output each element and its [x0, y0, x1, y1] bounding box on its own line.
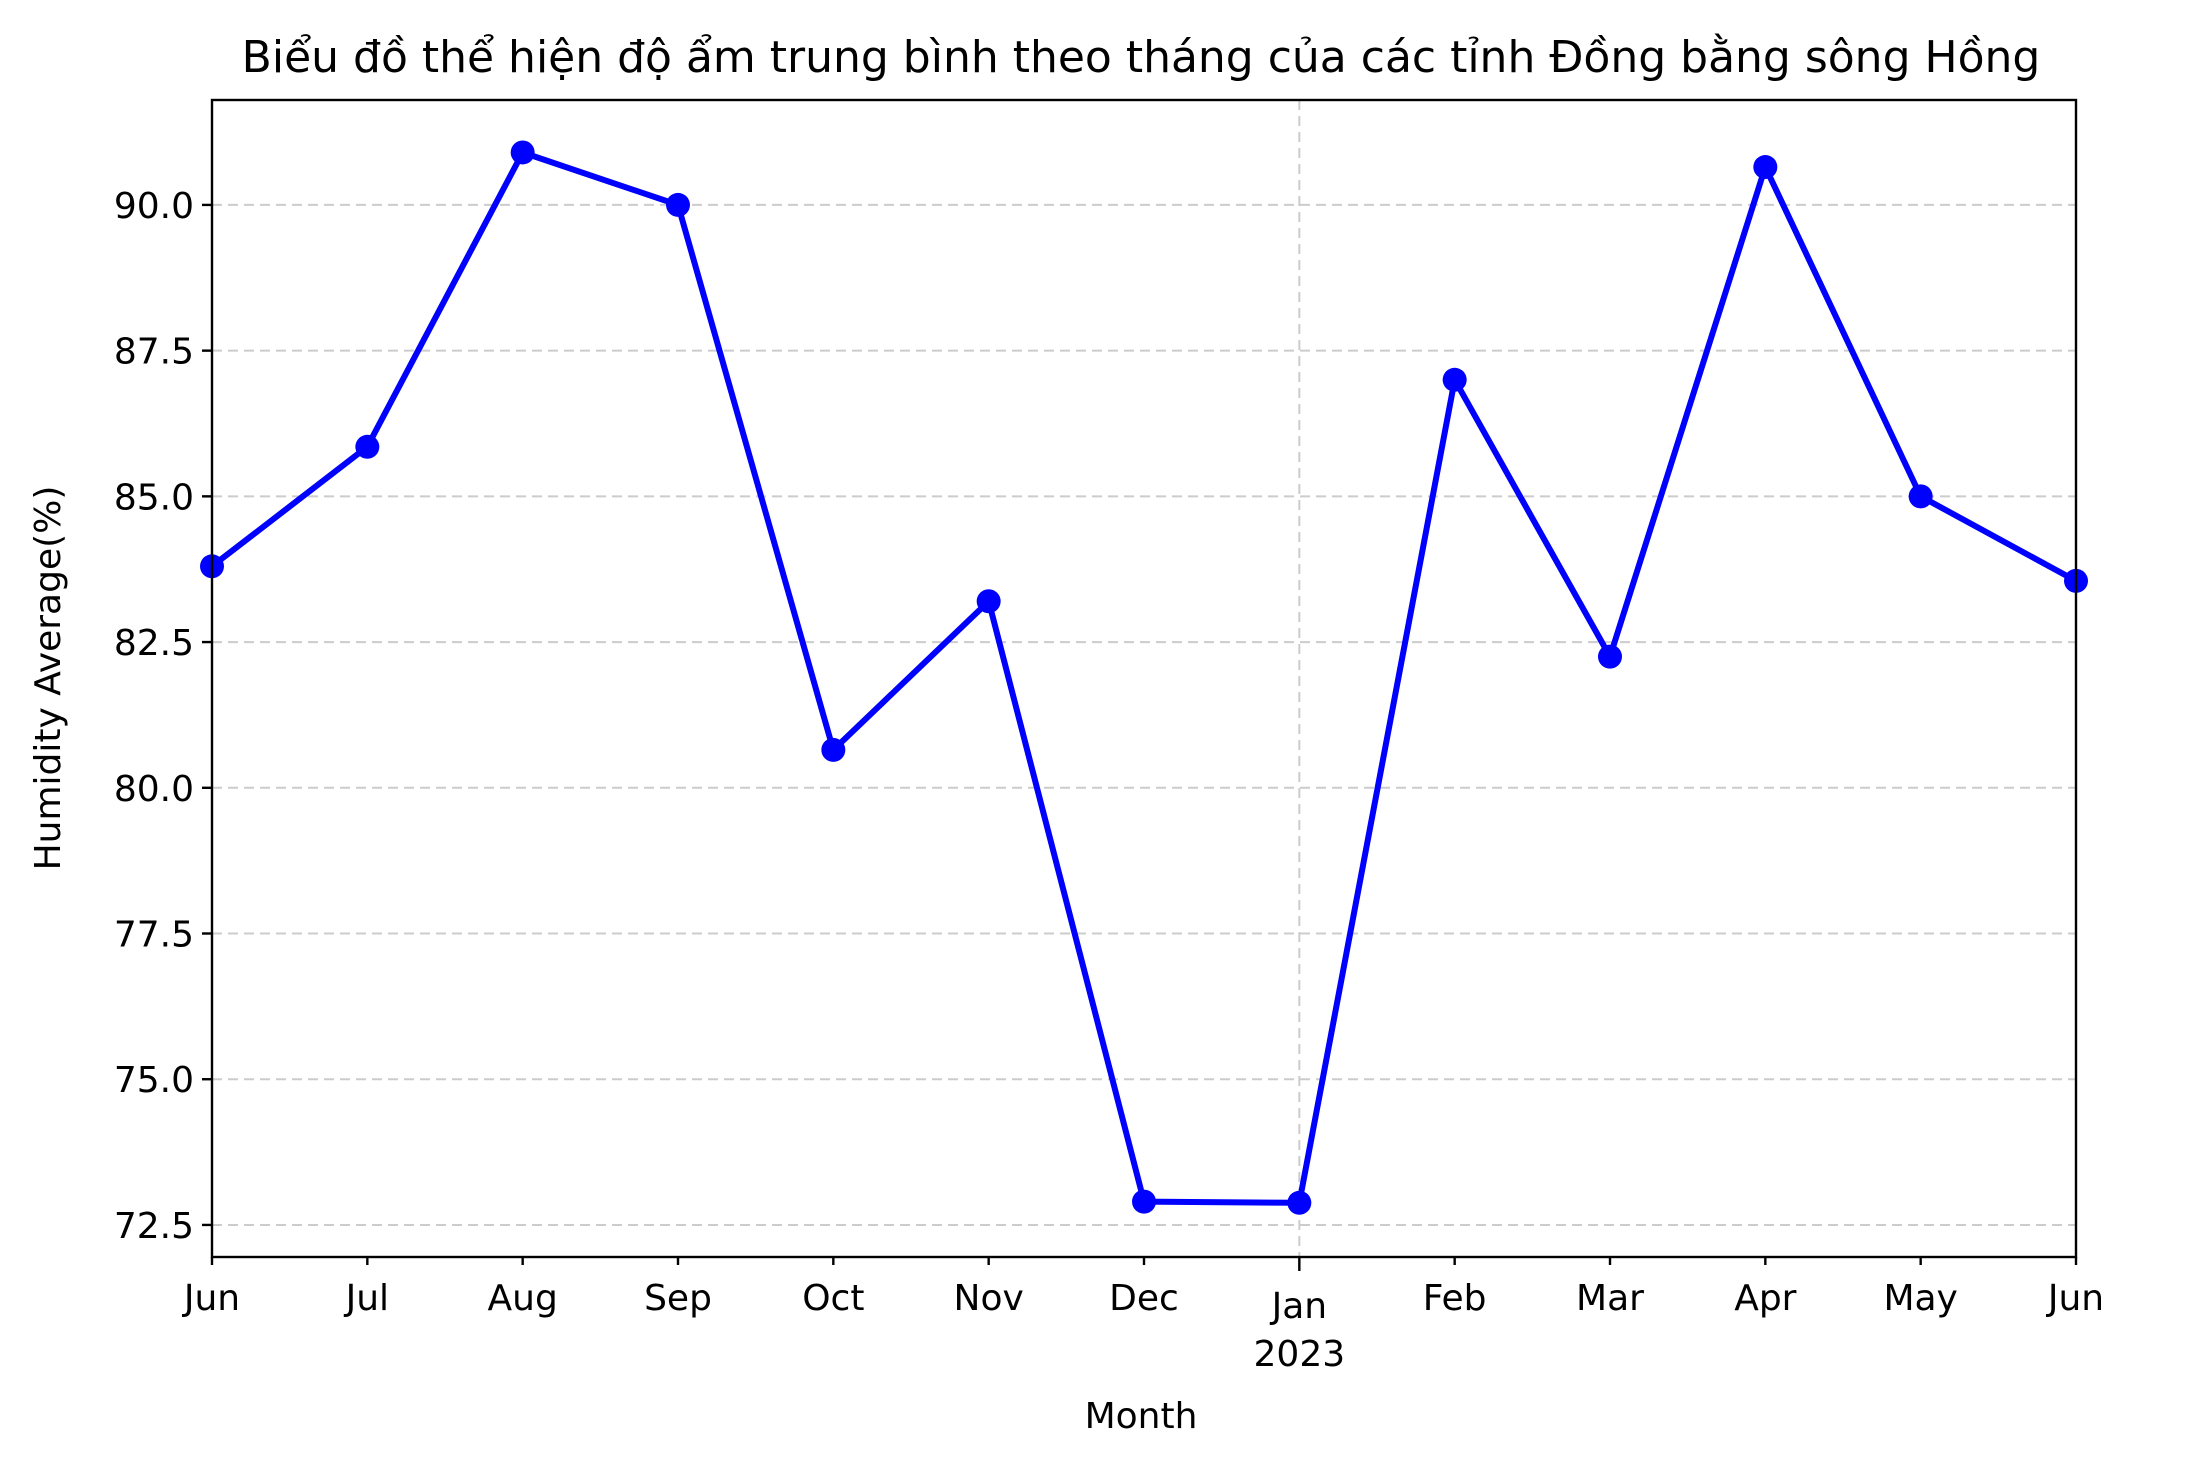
chart-title: Biểu đồ thể hiện độ ẩm trung bình theo t… — [242, 32, 2041, 83]
data-point — [1753, 155, 1778, 180]
y-axis-ticks: 72.5 75.0 77.5 80.0 82.5 85.0 87.5 90.0 — [114, 186, 212, 1247]
x-tick-label: Feb — [1423, 1278, 1487, 1319]
x-tick-label: May — [1883, 1278, 1957, 1319]
x-tick-label: Jun — [2046, 1278, 2104, 1319]
data-point — [1287, 1190, 1312, 1215]
x-tick-label: Mar — [1576, 1278, 1644, 1319]
x-tick-label: Oct — [802, 1278, 864, 1319]
x-tick-label: Aug — [488, 1278, 558, 1319]
grid-lines — [212, 100, 2076, 1257]
data-point — [1442, 367, 1467, 392]
data-point — [666, 192, 690, 217]
y-tick-label: 72.5 — [114, 1206, 194, 1247]
data-point — [1598, 644, 1622, 669]
x-axis-label: Month — [1085, 1396, 1198, 1437]
x-tick-label: Apr — [1734, 1278, 1796, 1319]
data-point — [1132, 1189, 1156, 1214]
x-tick-label: Jul — [344, 1278, 389, 1319]
x-tick-label: Jun — [182, 1278, 240, 1319]
data-point — [510, 140, 535, 165]
x-tick-label: Sep — [644, 1278, 712, 1319]
data-series — [200, 140, 2088, 1215]
y-tick-label: 80.0 — [114, 769, 194, 810]
x-tick-label: Nov — [954, 1278, 1024, 1319]
y-tick-label: 82.5 — [114, 623, 194, 664]
series-line — [209, 149, 2079, 1206]
plot-frame — [210, 98, 2078, 1259]
y-tick-label: 87.5 — [114, 332, 194, 373]
y-axis-label: Humidity Average(%) — [28, 486, 69, 871]
y-tick-label: 85.0 — [114, 477, 194, 518]
y-tick-label: 90.0 — [114, 186, 194, 227]
data-point — [355, 434, 380, 459]
y-tick-label: 77.5 — [114, 915, 194, 956]
x-year-label: 2023 — [1254, 1334, 1346, 1375]
data-point — [976, 589, 1001, 614]
x-tick-label: Dec — [1109, 1278, 1179, 1319]
x-tick-label: Jan — [1270, 1286, 1328, 1327]
data-point — [821, 737, 846, 762]
data-point — [1908, 484, 1933, 509]
x-axis-ticks: Jun Jul Aug Sep Oct Nov Dec Jan Feb Mar Apr May Jun — [182, 1257, 2104, 1327]
y-tick-label: 75.0 — [114, 1060, 194, 1101]
